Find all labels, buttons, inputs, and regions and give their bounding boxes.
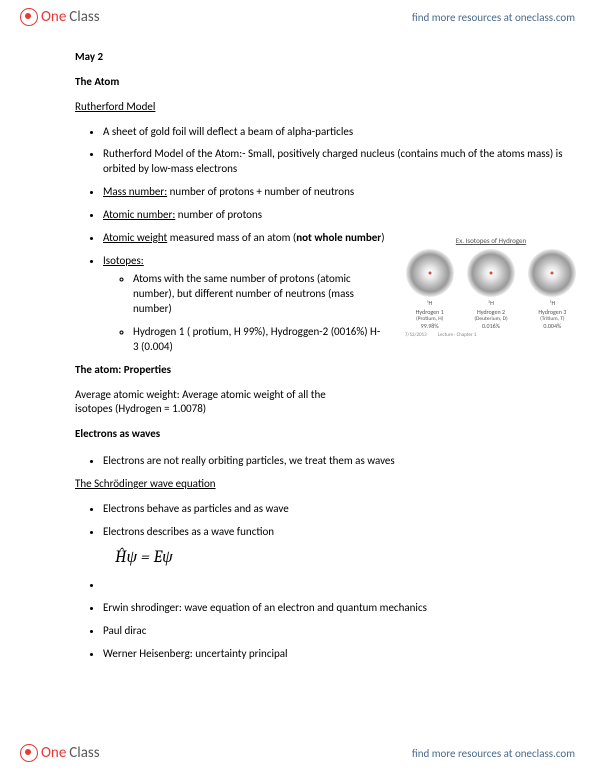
page-footer: OneClass find more resources at oneclass… [0,736,595,770]
term-mass-number: Mass number: [103,185,167,198]
term-emphasis: not whole number [296,231,381,244]
isotope-symbol: ³H [524,299,581,307]
document-body: May 2 The Atom Rutherford Model A sheet … [75,50,565,670]
atom-icon [528,249,576,297]
term-isotopes: Isotopes: [103,254,144,267]
page-header: OneClass find more resources at oneclass… [0,0,595,34]
schrodinger-list-2: Erwin shrodinger: wave equation of an el… [75,578,565,661]
brand-icon [20,744,38,762]
date-heading: May 2 [75,50,565,65]
properties-text: Average atomic weight: Average atomic we… [75,388,355,418]
list-item: Rutherford Model of the Atom:- Small, po… [103,147,565,177]
wave-equation: Ĥψ = Eψ [115,547,565,570]
list-item: Paul dirac [103,624,565,639]
schrodinger-heading: The Schrödinger wave equation [75,477,565,492]
isotope-pct: 0.016% [462,322,519,330]
isotopes-sublist: Atoms with the same number of protons (a… [103,272,383,354]
term-atomic-weight: Atomic weight [103,231,167,244]
waves-heading: Electrons as waves [75,427,565,442]
isotope-item: ³H Hydrogen 3 (Tritium, T) 0.004% [524,249,581,330]
isotope-item: ¹H Hydrogen 1 (Protium, H) 99.98% [401,249,458,330]
term-atomic-number: Atomic number: [103,208,175,221]
isotopes-figure: Ex. Isotopes of Hydrogen ¹H Hydrogen 1 (… [401,236,581,338]
list-item: Electrons are not really orbiting partic… [103,454,565,469]
list-item: Hydrogen 1 ( protium, H 99%), Hydroggen-… [133,325,383,355]
figure-footer: 7/12/2013 Lecture · Chapter 1 [401,332,581,338]
isotope-pct: 0.004% [524,322,581,330]
brand-text-class: Class [69,744,99,762]
rutherford-heading: Rutherford Model [75,100,565,115]
brand-icon [20,8,38,26]
isotope-symbol: ²H [462,299,519,307]
isotope-symbol: ¹H [401,299,458,307]
term-desc: number of protons [175,208,262,221]
waves-list: Electrons are not really orbiting partic… [75,454,565,469]
resources-link-bottom[interactable]: find more resources at oneclass.com [412,747,575,760]
figure-date: 7/12/2013 [405,332,427,338]
list-item: A sheet of gold foil will deflect a beam… [103,125,565,140]
list-item: Atomic number: number of protons [103,208,565,223]
list-item: Electrons describes as a wave function [103,525,565,540]
list-item: Atoms with the same number of protons (a… [133,272,383,317]
list-item: Electrons behave as particles and as wav… [103,502,565,517]
list-item [103,578,565,593]
atom-icon [467,249,515,297]
isotope-name: Hydrogen 1 [401,308,458,316]
term-desc: measured mass of an atom ( [167,231,296,244]
brand-text-one: One [41,744,66,762]
brand-text-one: One [41,8,66,26]
isotope-name: Hydrogen 3 [524,308,581,316]
term-desc-end: ) [381,231,384,244]
brand-text-class: Class [69,8,99,26]
list-item: Werner Heisenberg: uncertainty principal [103,647,565,662]
properties-heading: The atom: Properties [75,363,565,378]
figure-title: Ex. Isotopes of Hydrogen [401,236,581,245]
figure-row: ¹H Hydrogen 1 (Protium, H) 99.98% ²H Hyd… [401,249,581,330]
figure-lecture: Lecture · Chapter 1 [438,332,477,338]
resources-link-top[interactable]: find more resources at oneclass.com [412,11,575,24]
list-item: Mass number: number of protons + number … [103,185,565,200]
brand-logo: OneClass [20,8,100,26]
isotope-pct: 99.98% [401,322,458,330]
atom-title: The Atom [75,75,565,90]
isotope-item: ²H Hydrogen 2 (Deuterium, D) 0.016% [462,249,519,330]
term-desc: number of protons + number of neutrons [167,185,354,198]
atom-icon [406,249,454,297]
schrodinger-list: Electrons behave as particles and as wav… [75,502,565,540]
list-item: Erwin shrodinger: wave equation of an el… [103,601,565,616]
isotope-name: Hydrogen 2 [462,308,519,316]
brand-logo-footer: OneClass [20,744,100,762]
